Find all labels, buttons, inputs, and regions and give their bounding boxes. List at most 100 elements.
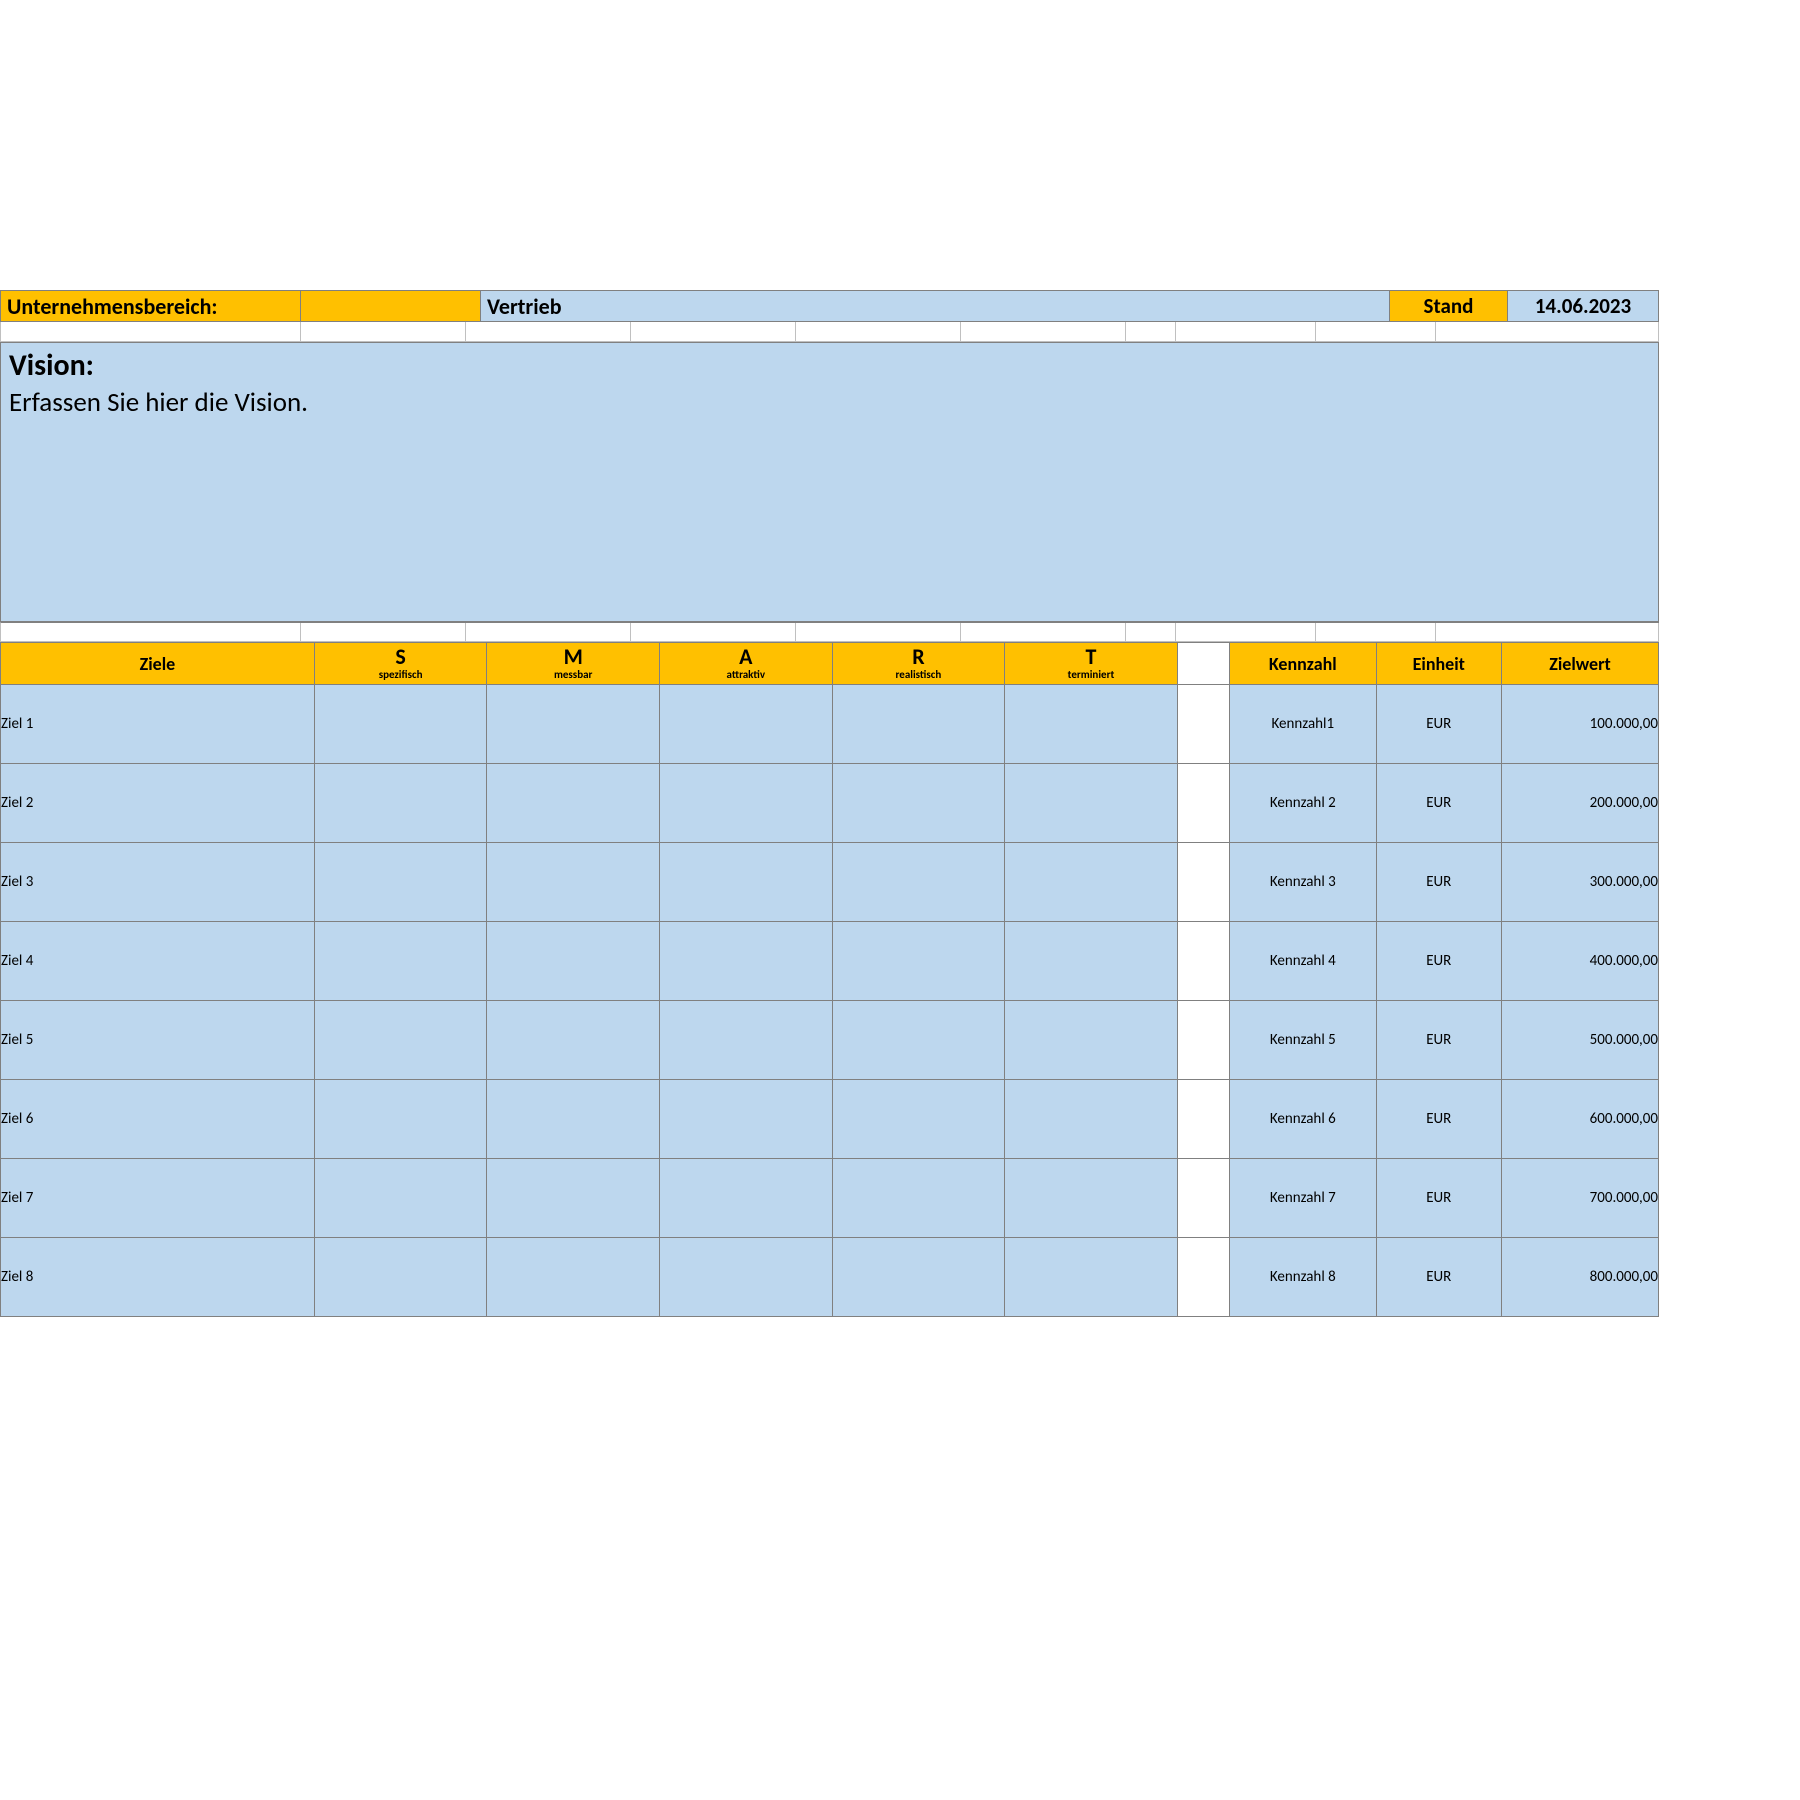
vision-panel[interactable]: Vision: Erfassen Sie hier die Vision. bbox=[0, 342, 1659, 622]
cell-m[interactable] bbox=[487, 1080, 660, 1159]
col-a: Aattraktiv bbox=[660, 643, 833, 685]
cell-ziel[interactable]: Ziel 8 bbox=[1, 1238, 315, 1317]
cell-a[interactable] bbox=[660, 922, 833, 1001]
cell-m[interactable] bbox=[487, 843, 660, 922]
cell-a[interactable] bbox=[660, 764, 833, 843]
cell-einheit[interactable]: EUR bbox=[1376, 685, 1502, 764]
cell-s[interactable] bbox=[314, 843, 487, 922]
cell-t[interactable] bbox=[1005, 685, 1178, 764]
cell-gap bbox=[1177, 922, 1229, 1001]
vision-title: Vision: bbox=[9, 347, 1650, 384]
cell-kennzahl[interactable]: Kennzahl 6 bbox=[1230, 1080, 1376, 1159]
cell-kennzahl[interactable]: Kennzahl 2 bbox=[1230, 764, 1376, 843]
cell-kennzahl[interactable]: Kennzahl 5 bbox=[1230, 1001, 1376, 1080]
cell-a[interactable] bbox=[660, 1001, 833, 1080]
cell-m[interactable] bbox=[487, 1238, 660, 1317]
cell-einheit[interactable]: EUR bbox=[1376, 843, 1502, 922]
cell-zielwert[interactable]: 500.000,00 bbox=[1502, 1001, 1659, 1080]
cell-s[interactable] bbox=[314, 1080, 487, 1159]
spacer-row bbox=[0, 322, 1659, 342]
cell-kennzahl[interactable]: Kennzahl 3 bbox=[1230, 843, 1376, 922]
cell-gap bbox=[1177, 685, 1229, 764]
goals-table: Ziele Sspezifisch Mmessbar Aattraktiv Rr… bbox=[0, 642, 1659, 1317]
cell-einheit[interactable]: EUR bbox=[1376, 764, 1502, 843]
vision-text[interactable]: Erfassen Sie hier die Vision. bbox=[9, 386, 1650, 419]
cell-s[interactable] bbox=[314, 764, 487, 843]
col-m: Mmessbar bbox=[487, 643, 660, 685]
cell-s[interactable] bbox=[314, 1238, 487, 1317]
cell-zielwert[interactable]: 700.000,00 bbox=[1502, 1159, 1659, 1238]
cell-einheit[interactable]: EUR bbox=[1376, 922, 1502, 1001]
cell-t[interactable] bbox=[1005, 1238, 1178, 1317]
col-zielwert: Zielwert bbox=[1502, 643, 1659, 685]
cell-kennzahl[interactable]: Kennzahl1 bbox=[1230, 685, 1376, 764]
cell-a[interactable] bbox=[660, 1080, 833, 1159]
cell-s[interactable] bbox=[314, 685, 487, 764]
cell-gap bbox=[1177, 1159, 1229, 1238]
cell-m[interactable] bbox=[487, 685, 660, 764]
cell-gap bbox=[1177, 1001, 1229, 1080]
cell-t[interactable] bbox=[1005, 843, 1178, 922]
cell-einheit[interactable]: EUR bbox=[1376, 1238, 1502, 1317]
cell-einheit[interactable]: EUR bbox=[1376, 1001, 1502, 1080]
cell-m[interactable] bbox=[487, 922, 660, 1001]
col-s: Sspezifisch bbox=[314, 643, 487, 685]
cell-m[interactable] bbox=[487, 1159, 660, 1238]
cell-kennzahl[interactable]: Kennzahl 7 bbox=[1230, 1159, 1376, 1238]
cell-r[interactable] bbox=[832, 1159, 1005, 1238]
spacer-row bbox=[0, 622, 1659, 642]
cell-ziel[interactable]: Ziel 3 bbox=[1, 843, 315, 922]
cell-r[interactable] bbox=[832, 843, 1005, 922]
cell-t[interactable] bbox=[1005, 922, 1178, 1001]
cell-s[interactable] bbox=[314, 1159, 487, 1238]
cell-a[interactable] bbox=[660, 685, 833, 764]
cell-einheit[interactable]: EUR bbox=[1376, 1159, 1502, 1238]
cell-zielwert[interactable]: 100.000,00 bbox=[1502, 685, 1659, 764]
cell-t[interactable] bbox=[1005, 1001, 1178, 1080]
division-value[interactable]: Vertrieb bbox=[481, 291, 1390, 321]
cell-ziel[interactable]: Ziel 4 bbox=[1, 922, 315, 1001]
cell-r[interactable] bbox=[832, 1238, 1005, 1317]
cell-ziel[interactable]: Ziel 6 bbox=[1, 1080, 315, 1159]
cell-r[interactable] bbox=[832, 1001, 1005, 1080]
cell-s[interactable] bbox=[314, 922, 487, 1001]
cell-ziel[interactable]: Ziel 2 bbox=[1, 764, 315, 843]
status-label: Stand bbox=[1390, 291, 1508, 321]
cell-t[interactable] bbox=[1005, 764, 1178, 843]
cell-zielwert[interactable]: 200.000,00 bbox=[1502, 764, 1659, 843]
cell-zielwert[interactable]: 300.000,00 bbox=[1502, 843, 1659, 922]
header-spacer bbox=[301, 291, 481, 321]
cell-a[interactable] bbox=[660, 1238, 833, 1317]
table-row: Ziel 5 Kennzahl 5EUR500.000,00 bbox=[1, 1001, 1659, 1080]
division-label: Unternehmensbereich: bbox=[1, 291, 301, 321]
cell-r[interactable] bbox=[832, 764, 1005, 843]
cell-ziel[interactable]: Ziel 5 bbox=[1, 1001, 315, 1080]
cell-kennzahl[interactable]: Kennzahl 4 bbox=[1230, 922, 1376, 1001]
cell-r[interactable] bbox=[832, 685, 1005, 764]
table-row: Ziel 3 Kennzahl 3EUR300.000,00 bbox=[1, 843, 1659, 922]
worksheet: Unternehmensbereich: Vertrieb Stand 14.0… bbox=[0, 290, 1659, 1317]
cell-a[interactable] bbox=[660, 843, 833, 922]
table-row: Ziel 8 Kennzahl 8EUR800.000,00 bbox=[1, 1238, 1659, 1317]
cell-gap bbox=[1177, 843, 1229, 922]
cell-r[interactable] bbox=[832, 922, 1005, 1001]
cell-gap bbox=[1177, 764, 1229, 843]
cell-m[interactable] bbox=[487, 1001, 660, 1080]
status-date[interactable]: 14.06.2023 bbox=[1508, 291, 1658, 321]
cell-t[interactable] bbox=[1005, 1159, 1178, 1238]
cell-r[interactable] bbox=[832, 1080, 1005, 1159]
cell-zielwert[interactable]: 400.000,00 bbox=[1502, 922, 1659, 1001]
table-row: Ziel 1 Kennzahl1EUR100.000,00 bbox=[1, 685, 1659, 764]
cell-ziel[interactable]: Ziel 1 bbox=[1, 685, 315, 764]
cell-t[interactable] bbox=[1005, 1080, 1178, 1159]
cell-ziel[interactable]: Ziel 7 bbox=[1, 1159, 315, 1238]
cell-m[interactable] bbox=[487, 764, 660, 843]
cell-s[interactable] bbox=[314, 1001, 487, 1080]
cell-kennzahl[interactable]: Kennzahl 8 bbox=[1230, 1238, 1376, 1317]
cell-zielwert[interactable]: 600.000,00 bbox=[1502, 1080, 1659, 1159]
cell-einheit[interactable]: EUR bbox=[1376, 1080, 1502, 1159]
header-bar: Unternehmensbereich: Vertrieb Stand 14.0… bbox=[0, 290, 1659, 322]
col-ziele: Ziele bbox=[1, 643, 315, 685]
cell-zielwert[interactable]: 800.000,00 bbox=[1502, 1238, 1659, 1317]
cell-a[interactable] bbox=[660, 1159, 833, 1238]
